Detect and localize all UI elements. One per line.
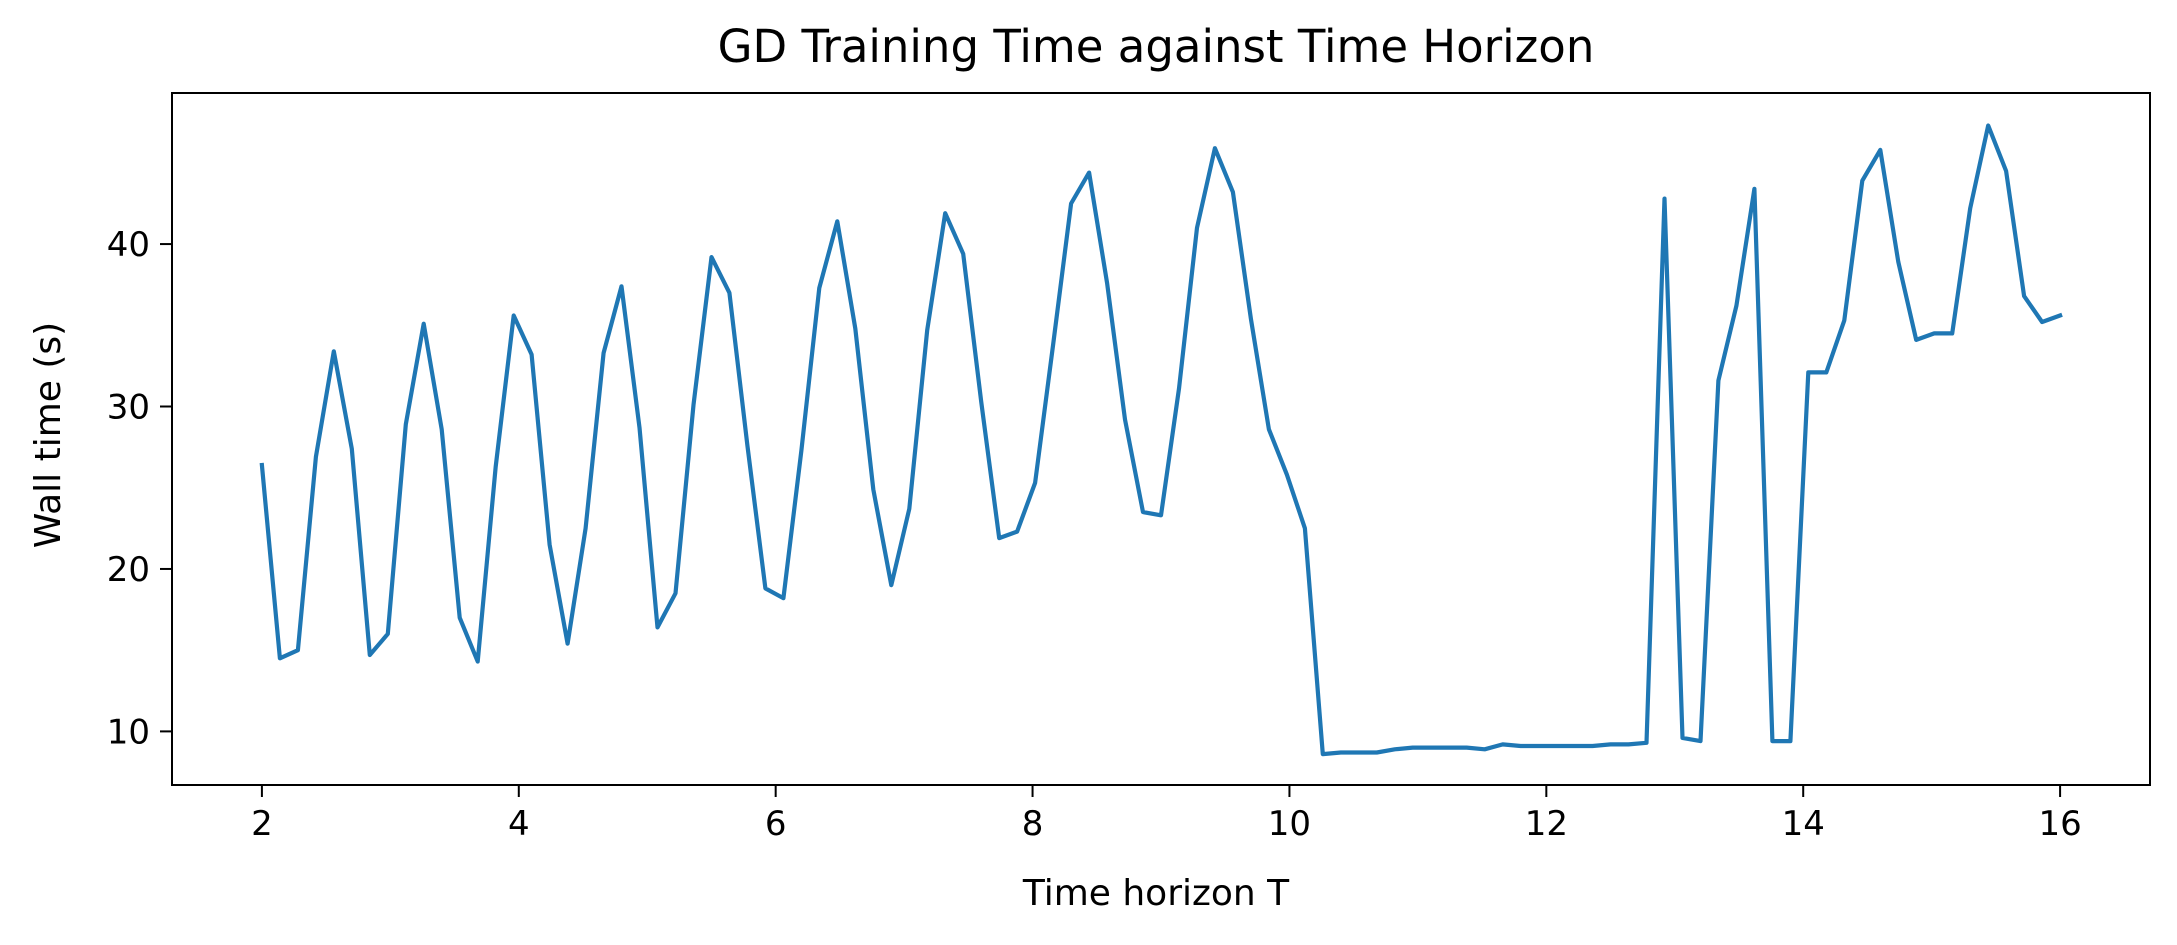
chart-title: GD Training Time against Time Horizon	[718, 20, 1595, 73]
y-tick-label: 30	[107, 388, 150, 428]
x-tick-label: 10	[1268, 804, 1311, 844]
y-tick-label: 20	[107, 550, 150, 590]
plot-area: 2 4 6 8 10 12 14 16 10 20 30 40	[107, 92, 2151, 844]
y-tick-label: 40	[107, 225, 150, 265]
x-tick-label: 12	[1525, 804, 1568, 844]
x-tick-label: 4	[508, 804, 530, 844]
x-tick-label: 14	[1782, 804, 1825, 844]
series-line-0	[259, 123, 2063, 757]
x-tick-label: 6	[765, 804, 787, 844]
x-axis-label: Time horizon T	[1022, 873, 1290, 914]
x-tick-label: 8	[1022, 804, 1044, 844]
x-tick-label: 2	[251, 804, 273, 844]
y-tick-label: 10	[107, 712, 150, 752]
axes-frame	[171, 92, 2151, 786]
x-tick-label: 16	[2038, 804, 2081, 844]
y-axis-label: Wall time (s)	[28, 322, 69, 548]
